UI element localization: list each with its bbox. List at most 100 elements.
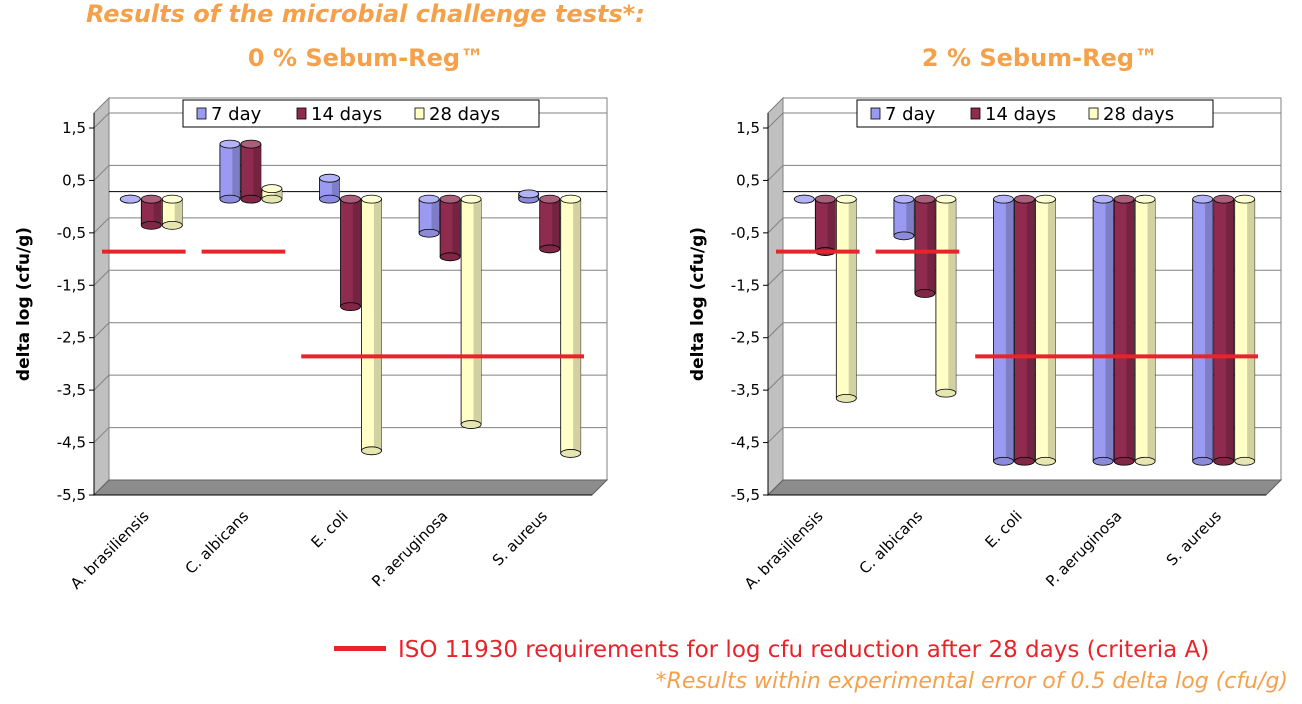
bar-top [539, 194, 561, 204]
bar-shade [352, 199, 361, 307]
bar-shade [174, 199, 183, 226]
bar-top [814, 194, 836, 204]
bar-shade [431, 199, 440, 234]
bar-top [1134, 194, 1156, 204]
bar-shade [274, 188, 282, 200]
legend-swatch [870, 107, 881, 120]
bar-top [793, 194, 815, 204]
bar-top [319, 173, 340, 183]
legend-swatch [196, 107, 207, 120]
chart-left-title: 0 % Sebum-Reg™ [247, 44, 485, 72]
bar-14-days-2 [1014, 194, 1035, 466]
iso-legend: ISO 11930 requirements for log cfu reduc… [334, 637, 1209, 663]
bar-shade [1147, 199, 1156, 462]
bar-top [1213, 194, 1235, 204]
bar-top [140, 194, 162, 204]
gridline-side [767, 374, 784, 391]
bar-shade [1247, 199, 1255, 462]
bar-28-days-2 [1035, 194, 1056, 466]
bar-top [1092, 194, 1114, 204]
bar-base [935, 388, 957, 398]
y-tick-label: -3,5 [731, 381, 760, 399]
bar-base [560, 449, 582, 458]
bar-14-days-2 [340, 194, 361, 312]
bar-shade [927, 199, 935, 294]
bar-base [835, 393, 857, 403]
bar-top [1192, 194, 1214, 204]
bar-shade [552, 199, 560, 249]
bar-top [914, 194, 936, 204]
bar-base [1134, 456, 1156, 466]
bar-base [361, 446, 382, 456]
plot-floor [92, 479, 609, 496]
bar-7-day-3 [1092, 194, 1114, 466]
bar-base [1192, 456, 1214, 466]
bar-base [161, 220, 183, 230]
bar-14-days-0 [814, 194, 836, 256]
bar-shade [1005, 199, 1014, 462]
bar-base [439, 252, 461, 262]
plot-floor [766, 479, 1283, 496]
x-tick-label: S. aureus [489, 507, 551, 569]
bar-base [1035, 456, 1056, 466]
y-axis-label: delta log (cfu/g) [688, 227, 708, 381]
chart-0: 1,5 0,5 -0,5 -1,5 -2,5 -3,5 -4,5 -5,5 delta log … [14, 96, 609, 593]
bar-28-days-4 [1234, 194, 1256, 466]
y-tick-label: 1,5 [736, 119, 760, 137]
x-tick-label: E. coli [307, 507, 351, 551]
bar-top [439, 194, 461, 204]
bar-7-day-4 [518, 189, 540, 204]
legend-swatch [970, 107, 981, 120]
bar-shade [473, 199, 482, 425]
bar-base [319, 194, 340, 204]
bar-top [261, 184, 283, 194]
gridline-side [767, 217, 784, 234]
bar-14-days-1 [240, 139, 262, 204]
bar-shade [331, 178, 340, 200]
legend-box [182, 99, 540, 128]
y-tick-label: -5,5 [57, 486, 86, 504]
bar-top [119, 194, 141, 204]
chart-right-title: 2 % Sebum-Reg™ [921, 44, 1159, 72]
legend-item-label: 7 day [211, 104, 262, 125]
bar-base [140, 220, 162, 230]
bar-28-days-3 [460, 194, 482, 429]
bar-14-days-1 [914, 194, 936, 298]
bar-base [340, 302, 361, 312]
y-tick-label: -2,5 [57, 329, 86, 347]
bar-base [1014, 456, 1035, 466]
iso-legend-text: ISO 11930 requirements for log cfu reduc… [398, 637, 1210, 663]
bar-top [460, 194, 482, 204]
y-tick-label: 1,5 [62, 119, 86, 137]
y-tick-label: -5,5 [731, 486, 760, 504]
gridline-side [767, 322, 784, 339]
bar-base [219, 194, 241, 204]
x-tick-label: C. albicans [856, 507, 927, 578]
gridline-side [767, 165, 784, 181]
y-tick-label: 0,5 [736, 171, 760, 189]
bar-top [935, 194, 957, 204]
bar-top [240, 139, 262, 149]
bar-shade [452, 199, 461, 257]
bar-top [418, 194, 440, 204]
y-tick-label: 0,5 [62, 171, 86, 189]
bar-base [1234, 456, 1256, 466]
y-tick-label: -0,5 [731, 224, 760, 242]
legend-swatch [414, 107, 425, 120]
bar-top [518, 189, 540, 199]
gridline-side [767, 269, 784, 286]
bar-14-days-4 [539, 194, 561, 254]
bar-base [460, 420, 482, 429]
bar-28-days-1 [261, 184, 283, 204]
bar-shade [948, 199, 956, 394]
bar-base [893, 231, 915, 241]
legend-swatch [296, 107, 307, 120]
bar-top [1234, 194, 1256, 204]
bar-14-days-3 [439, 194, 461, 262]
chart-1: 1,5 0,5 -0,5 -1,5 -2,5 -3,5 -4,5 -5,5 delta log … [688, 96, 1283, 593]
bar-14-days-3 [1113, 194, 1135, 466]
bar-top [835, 194, 857, 204]
bar-shade [253, 144, 261, 200]
bar-top [340, 194, 361, 204]
legend-item-label: 7 day [885, 104, 936, 125]
